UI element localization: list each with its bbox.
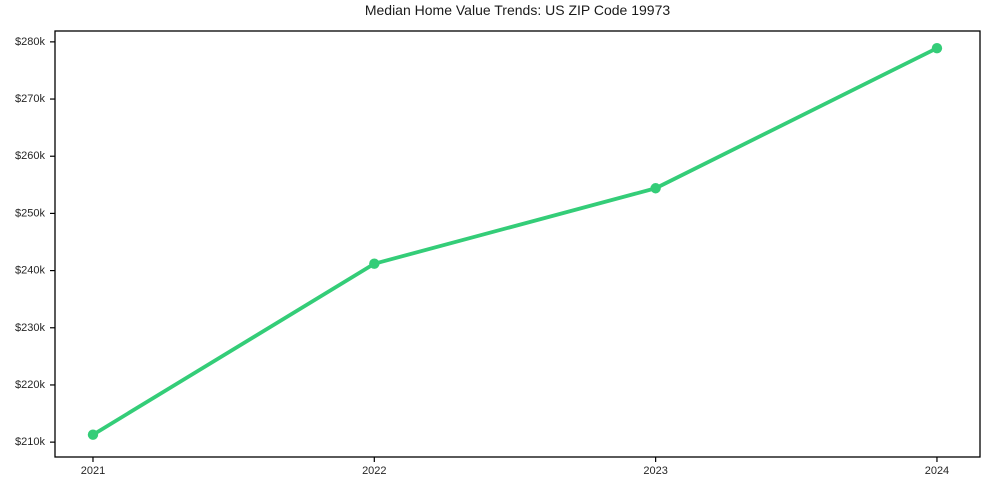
y-tick-label: $230k — [15, 322, 45, 334]
x-tick-label: 2023 — [643, 465, 667, 477]
x-tick-label: 2022 — [362, 465, 386, 477]
trend-line — [91, 46, 939, 437]
plot-border — [54, 30, 981, 458]
data-point-marker — [931, 42, 943, 54]
data-point-marker — [87, 429, 99, 440]
data-point-marker — [369, 258, 380, 269]
x-tick-label: 2021 — [81, 465, 105, 477]
y-tick-label: $270k — [15, 93, 45, 105]
data-point-marker — [650, 183, 661, 194]
chart-title: Median Home Value Trends: US ZIP Code 19… — [364, 2, 671, 18]
y-tick-label: $250k — [15, 207, 45, 219]
x-tick-label: 2024 — [925, 465, 949, 477]
y-tick-label: $260k — [15, 150, 45, 162]
y-tick-label: $210k — [15, 436, 45, 448]
y-tick-label: $280k — [15, 36, 45, 48]
y-tick-label: $220k — [15, 379, 45, 391]
y-tick-label: $240k — [15, 265, 45, 277]
